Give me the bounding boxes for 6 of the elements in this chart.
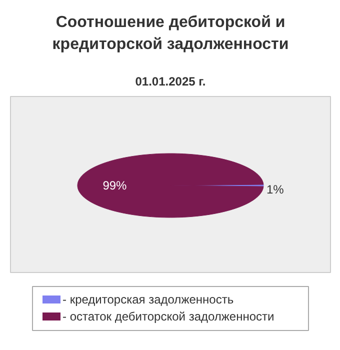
legend-label: - остаток дебиторской задолженности: [62, 310, 274, 324]
data-label: 99%: [102, 178, 128, 192]
chart-subtitle: 01.01.2025 г.: [135, 74, 206, 88]
legend-label: - кредиторская задолженность: [62, 292, 234, 306]
chart-title: Соотношение дебиторской и кредиторской задолженности: [52, 14, 289, 53]
data-label: 1%: [266, 182, 284, 196]
